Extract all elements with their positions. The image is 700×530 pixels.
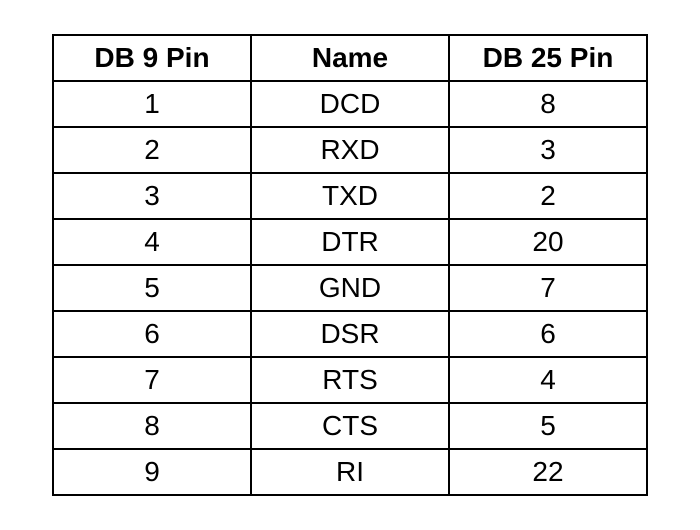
- cell-db25: 4: [449, 357, 647, 403]
- cell-db9: 8: [53, 403, 251, 449]
- cell-db25: 7: [449, 265, 647, 311]
- table-container: DB 9 Pin Name DB 25 Pin 1 DCD 8 2 RXD 3 …: [2, 4, 698, 526]
- cell-db9: 7: [53, 357, 251, 403]
- cell-db9: 9: [53, 449, 251, 495]
- cell-db25: 2: [449, 173, 647, 219]
- cell-name: RI: [251, 449, 449, 495]
- cell-name: CTS: [251, 403, 449, 449]
- table-row: 3 TXD 2: [53, 173, 647, 219]
- cell-name: DCD: [251, 81, 449, 127]
- table-row: 4 DTR 20: [53, 219, 647, 265]
- table-row: 8 CTS 5: [53, 403, 647, 449]
- cell-db9: 5: [53, 265, 251, 311]
- cell-name: GND: [251, 265, 449, 311]
- table-row: 6 DSR 6: [53, 311, 647, 357]
- table-row: 5 GND 7: [53, 265, 647, 311]
- cell-db25: 20: [449, 219, 647, 265]
- cell-db9: 4: [53, 219, 251, 265]
- table-row: 7 RTS 4: [53, 357, 647, 403]
- cell-name: TXD: [251, 173, 449, 219]
- cell-db25: 22: [449, 449, 647, 495]
- cell-db25: 6: [449, 311, 647, 357]
- table-header-row: DB 9 Pin Name DB 25 Pin: [53, 35, 647, 81]
- cell-name: RXD: [251, 127, 449, 173]
- table-row: 2 RXD 3: [53, 127, 647, 173]
- cell-name: DTR: [251, 219, 449, 265]
- cell-db25: 3: [449, 127, 647, 173]
- cell-db9: 6: [53, 311, 251, 357]
- table-row: 9 RI 22: [53, 449, 647, 495]
- cell-db25: 8: [449, 81, 647, 127]
- header-name: Name: [251, 35, 449, 81]
- cell-name: DSR: [251, 311, 449, 357]
- cell-db9: 2: [53, 127, 251, 173]
- cell-db9: 3: [53, 173, 251, 219]
- pin-mapping-table: DB 9 Pin Name DB 25 Pin 1 DCD 8 2 RXD 3 …: [52, 34, 648, 496]
- header-db9: DB 9 Pin: [53, 35, 251, 81]
- table-row: 1 DCD 8: [53, 81, 647, 127]
- cell-db9: 1: [53, 81, 251, 127]
- header-db25: DB 25 Pin: [449, 35, 647, 81]
- cell-name: RTS: [251, 357, 449, 403]
- cell-db25: 5: [449, 403, 647, 449]
